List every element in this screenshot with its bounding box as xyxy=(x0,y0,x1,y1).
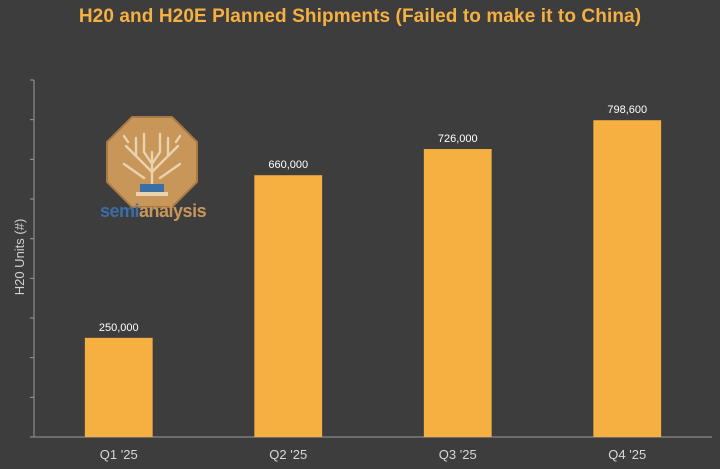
logo-text-analysis: analysis xyxy=(139,201,207,221)
chart-title: H20 and H20E Planned Shipments (Failed t… xyxy=(78,6,642,27)
x-tick-label: Q4 '25 xyxy=(608,447,646,462)
x-axis-labels: Q1 '25 Q2 '25 Q3 '25 Q4 '25 xyxy=(100,447,646,462)
data-labels: 250,000 660,000 726,000 798,600 xyxy=(99,104,647,334)
bar xyxy=(593,120,662,438)
bar xyxy=(254,175,323,437)
data-label: 250,000 xyxy=(99,322,139,334)
x-tick-label: Q3 '25 xyxy=(439,447,477,462)
semianalysis-logo-icon xyxy=(106,116,198,208)
logo-text-semi: semi xyxy=(100,201,140,221)
bar-series xyxy=(84,120,662,438)
x-tick-label: Q2 '25 xyxy=(269,447,307,462)
data-label: 726,000 xyxy=(438,133,478,145)
logo-wordmark: semianalysis xyxy=(100,201,207,222)
y-axis-label: H20 Units (#) xyxy=(12,219,27,296)
bar xyxy=(84,337,153,437)
x-tick-label: Q1 '25 xyxy=(100,447,138,462)
bar xyxy=(423,149,492,437)
data-label: 660,000 xyxy=(268,159,308,171)
data-label: 798,600 xyxy=(607,104,647,116)
